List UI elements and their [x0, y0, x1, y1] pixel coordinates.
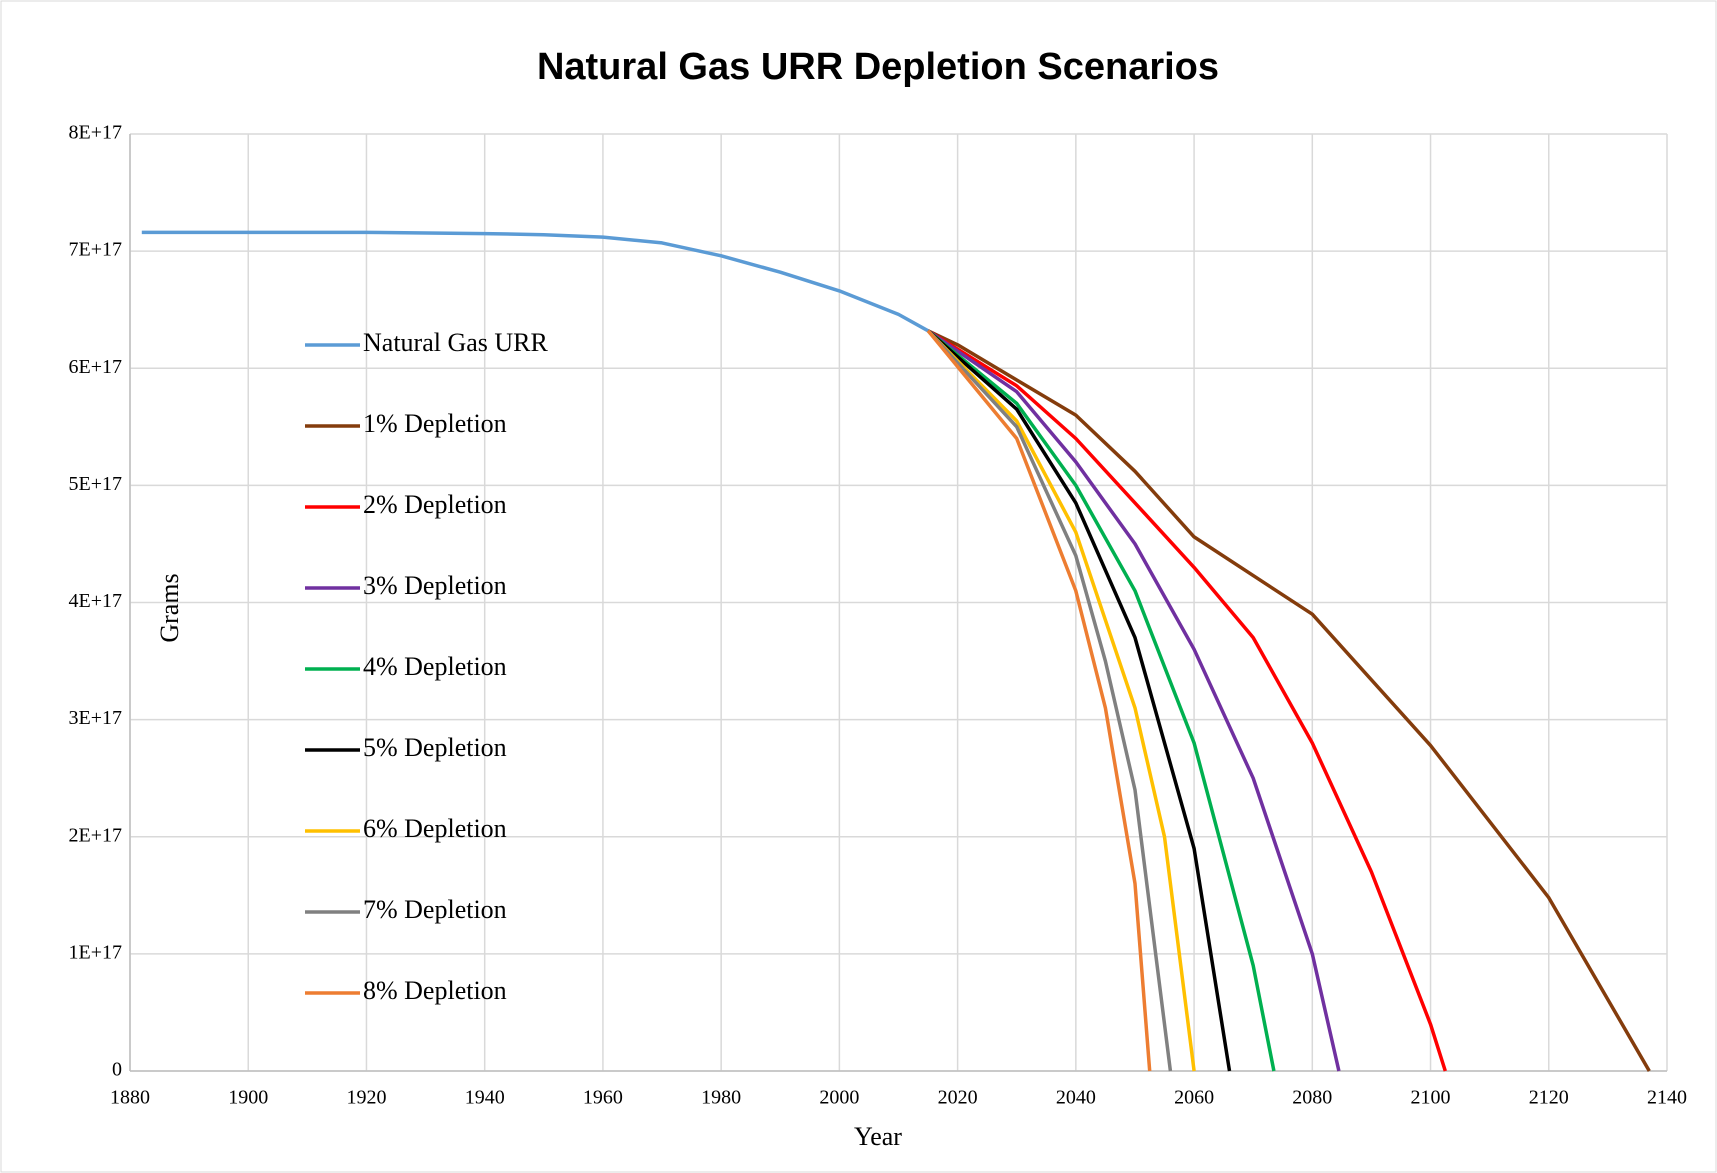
x-tick-label: 1940	[465, 1087, 505, 1109]
x-tick-label: 2140	[1647, 1087, 1687, 1109]
x-tick-label: 2100	[1411, 1087, 1451, 1109]
series-line	[926, 329, 1196, 1072]
y-tick-label: 5E+17	[69, 473, 123, 495]
y-tick-label: 7E+17	[69, 239, 123, 261]
y-tick-label: 0	[112, 1059, 122, 1081]
x-tick-label: 1980	[701, 1087, 741, 1109]
legend-label: Natural Gas URR	[363, 328, 549, 357]
legend-label: 3% Depletion	[363, 571, 507, 600]
chart-title: Natural Gas URR Depletion Scenarios	[537, 46, 1219, 88]
y-tick-label: 2E+17	[69, 824, 123, 846]
x-tick-label: 1880	[110, 1087, 150, 1109]
legend-label: 5% Depletion	[363, 733, 507, 762]
legend-label: 2% Depletion	[363, 490, 507, 519]
series-line	[926, 329, 1152, 1072]
y-tick-label: 8E+17	[69, 122, 123, 144]
x-tick-label: 2040	[1056, 1087, 1096, 1109]
series-line	[141, 230, 929, 333]
y-tick-label: 6E+17	[69, 356, 123, 378]
y-tick-label: 4E+17	[69, 590, 123, 612]
x-tick-label: 2060	[1174, 1087, 1214, 1109]
x-tick-label: 1920	[346, 1087, 386, 1109]
series-line	[927, 329, 1447, 1072]
legend-label: 8% Depletion	[363, 976, 507, 1005]
series-line	[926, 329, 1232, 1072]
x-tick-label: 1960	[583, 1087, 623, 1109]
legend-label: 7% Depletion	[363, 895, 507, 924]
y-tick-label: 3E+17	[69, 707, 123, 729]
legend-label: 6% Depletion	[363, 814, 507, 843]
x-tick-label: 2080	[1292, 1087, 1332, 1109]
x-tick-label: 1900	[228, 1087, 268, 1109]
series-line	[927, 329, 1341, 1072]
legend-label: 1% Depletion	[363, 409, 507, 438]
x-tick-label: 2020	[938, 1087, 978, 1109]
series-line	[926, 329, 1276, 1072]
x-axis-label: Year	[854, 1122, 902, 1151]
y-axis-label: Grams	[155, 573, 184, 642]
legend-label: 4% Depletion	[363, 652, 507, 681]
series-line	[926, 329, 1173, 1072]
series-line	[927, 329, 1651, 1072]
x-tick-label: 2120	[1529, 1087, 1569, 1109]
y-tick-label: 1E+17	[69, 941, 123, 963]
x-tick-label: 2000	[819, 1087, 859, 1109]
